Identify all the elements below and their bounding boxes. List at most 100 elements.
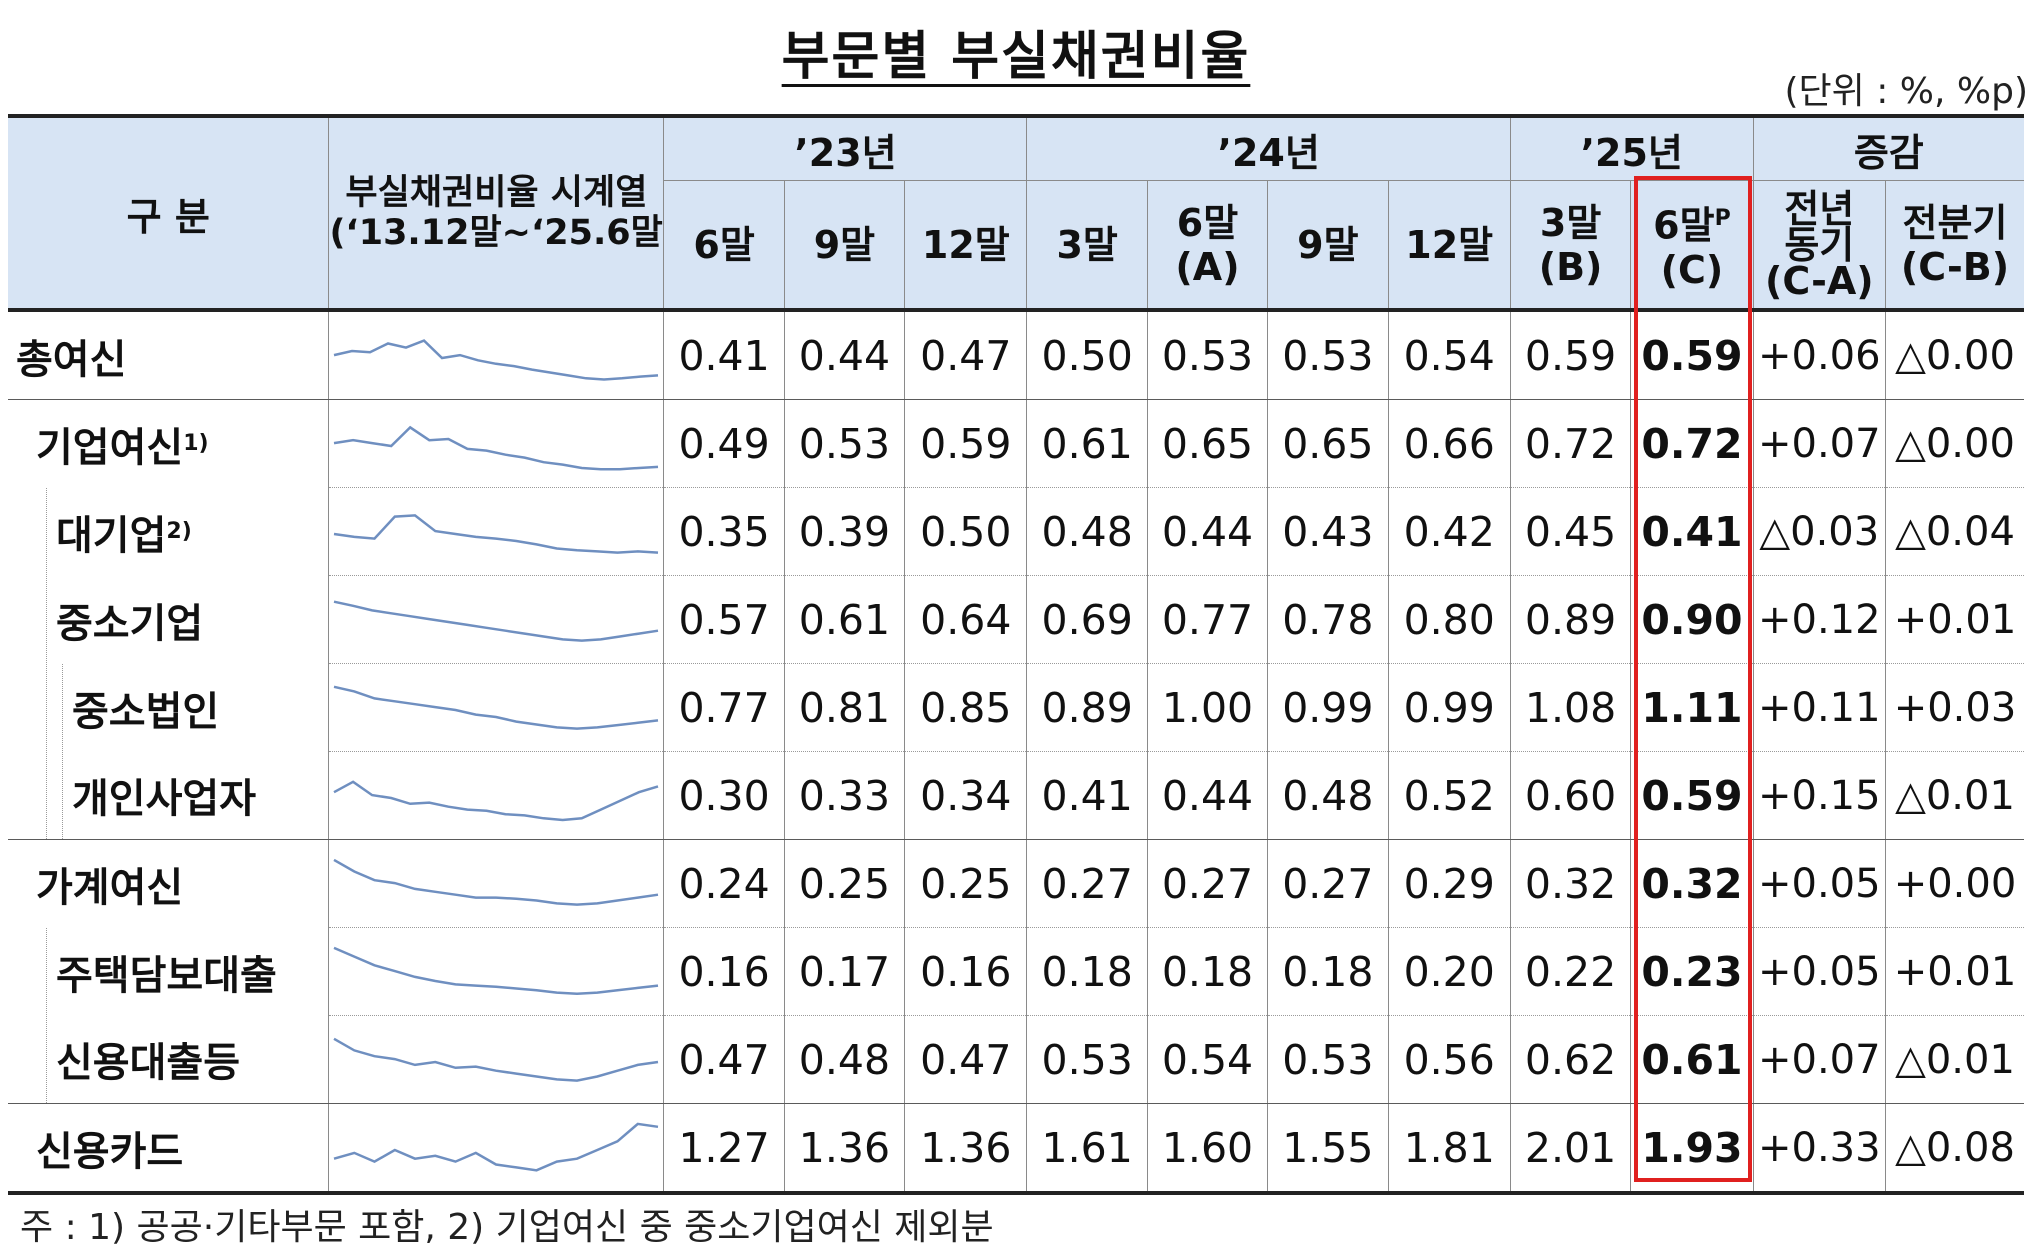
sparkline-line: [334, 513, 659, 554]
value-cell: 0.23: [1630, 927, 1754, 1016]
value-cell: 0.85: [904, 663, 1028, 752]
header-23-9: 9말: [783, 180, 906, 310]
row-label: 기업여신 1): [8, 399, 330, 488]
value-cell: 0.41: [663, 310, 785, 400]
value-cell: 1.27: [663, 1103, 785, 1195]
value-cell: 1.36: [904, 1103, 1028, 1195]
header-23-12: 12말: [904, 180, 1028, 310]
table-row: 대기업 2) 0.35 0.39 0.50 0.48 0.44 0.43 0.42 0.45 0.4…: [8, 487, 2024, 576]
qoq-change-cell: +0.01: [1884, 927, 2024, 1016]
sparkline-chart: [333, 858, 659, 906]
value-cell: 0.44: [1146, 487, 1269, 576]
header-qoq: 전분기 (C-B): [1884, 180, 2024, 310]
value-cell: 0.48: [1026, 487, 1148, 576]
header-division: 구 분: [8, 116, 330, 311]
row-label: 개인사업자: [8, 751, 330, 840]
row-label-text: 가계여신: [36, 864, 184, 911]
sparkline-cell: [328, 663, 665, 752]
value-cell: 1.81: [1387, 1103, 1511, 1195]
value-cell: 0.77: [1146, 575, 1269, 664]
yoy-change-cell: +0.05: [1752, 839, 1886, 928]
value-cell: 0.47: [904, 1015, 1028, 1104]
row-label: 신용대출등: [8, 1015, 330, 1104]
row-label: 대기업 2): [8, 487, 330, 576]
value-cell: 0.65: [1146, 399, 1269, 488]
table-row: 신용카드 1.27 1.36 1.36 1.61 1.60 1.55 1.81 2.01 1.93…: [8, 1103, 2024, 1195]
value-cell: 0.60: [1509, 751, 1632, 840]
row-label-text: 기업여신: [36, 424, 184, 471]
yoy-change-cell: +0.11: [1752, 663, 1886, 752]
header-yoy: 전년 동기 (C-A): [1752, 180, 1886, 310]
value-cell: 1.61: [1026, 1103, 1148, 1195]
value-cell: 0.20: [1387, 927, 1511, 1016]
sparkline-chart: [334, 425, 659, 470]
qoq-change-cell: △0.01: [1884, 1015, 2024, 1104]
value-cell: 0.16: [663, 927, 785, 1016]
qoq-change-cell: △0.00: [1884, 399, 2024, 488]
value-cell: 0.69: [1026, 575, 1148, 664]
value-cell: 0.57: [663, 575, 785, 664]
value-cell: 0.18: [1026, 927, 1148, 1016]
value-cell: 0.41: [1026, 751, 1148, 840]
sparkline-line: [334, 425, 659, 470]
value-cell: 0.77: [663, 663, 785, 752]
footnote: 주 : 1) 공공·기타부문 포함, 2) 기업여신 중 중소기업여신 제외분: [20, 1207, 994, 1248]
sparkline-cell: [328, 927, 665, 1016]
sparkline-line: [333, 779, 659, 821]
value-cell: 0.59: [1509, 310, 1632, 400]
header-24-3: 3말: [1026, 180, 1148, 310]
sparkline-cell: [328, 751, 665, 840]
value-cell: 0.81: [783, 663, 906, 752]
yoy-change-cell: △0.03: [1752, 487, 1886, 576]
value-cell: 1.11: [1630, 663, 1754, 752]
table-row: 개인사업자 0.30 0.33 0.34 0.41 0.44 0.48 0.52 0.60 0.5…: [8, 751, 2024, 840]
qoq-change-cell: △0.00: [1884, 310, 2024, 400]
value-cell: 0.50: [1026, 310, 1148, 400]
sparkline-cell: [328, 839, 665, 928]
qoq-change-cell: +0.00: [1884, 839, 2024, 928]
value-cell: 1.60: [1146, 1103, 1269, 1195]
header-year-24: ’24년: [1026, 116, 1511, 181]
value-cell: 0.32: [1630, 839, 1754, 928]
header-year-23: ’23년: [663, 116, 1028, 181]
value-cell: 0.64: [904, 575, 1028, 664]
value-cell: 0.32: [1509, 839, 1632, 928]
row-label-text: 주택담보대출: [56, 952, 277, 999]
sparkline-cell: [328, 1015, 665, 1104]
table-row: 중소기업 0.57 0.61 0.64 0.69 0.77 0.78 0.80 0.89 0.90…: [8, 575, 2024, 664]
value-cell: 0.45: [1509, 487, 1632, 576]
sparkline-chart: [333, 946, 659, 995]
value-cell: 0.89: [1026, 663, 1148, 752]
header-23-6: 6말: [663, 180, 785, 310]
value-cell: 0.72: [1509, 399, 1632, 488]
header-25-3: 3말 (B): [1509, 180, 1632, 310]
value-cell: 0.30: [663, 751, 785, 840]
sparkline-line: [333, 858, 659, 906]
value-cell: 0.49: [663, 399, 785, 488]
row-label-text: 신용카드: [36, 1128, 184, 1175]
value-cell: 0.16: [904, 927, 1028, 1016]
sparkline-line: [333, 1037, 659, 1082]
value-cell: 0.27: [1146, 839, 1269, 928]
value-cell: 0.62: [1509, 1015, 1632, 1104]
value-cell: 0.47: [663, 1015, 785, 1104]
value-cell: 0.66: [1387, 399, 1511, 488]
yoy-change-cell: +0.06: [1752, 310, 1886, 400]
sparkline-cell: [328, 1103, 665, 1195]
header-25-6: 6말P (C): [1630, 180, 1754, 310]
value-cell: 0.43: [1267, 487, 1389, 576]
qoq-change-cell: △0.01: [1884, 751, 2024, 840]
value-cell: 0.78: [1267, 575, 1389, 664]
value-cell: 1.36: [783, 1103, 906, 1195]
value-cell: 0.41: [1630, 487, 1754, 576]
value-cell: 0.25: [904, 839, 1028, 928]
value-cell: 0.59: [1630, 751, 1754, 840]
value-cell: 0.27: [1267, 839, 1389, 928]
row-label-text: 대기업: [56, 512, 167, 559]
footnote-marker: 1): [183, 431, 209, 457]
value-cell: 0.53: [1146, 310, 1269, 400]
row-label-text: 중소기업: [56, 600, 204, 647]
npl-ratio-table: 구 분 부실채권비율 시계열 (‘13.12말~‘25.6말) ’23년 ’24…: [8, 114, 2024, 1195]
row-label: 중소기업: [8, 575, 330, 664]
table-row: 가계여신 0.24 0.25 0.25 0.27 0.27 0.27 0.29 0.32 0.32…: [8, 839, 2024, 928]
